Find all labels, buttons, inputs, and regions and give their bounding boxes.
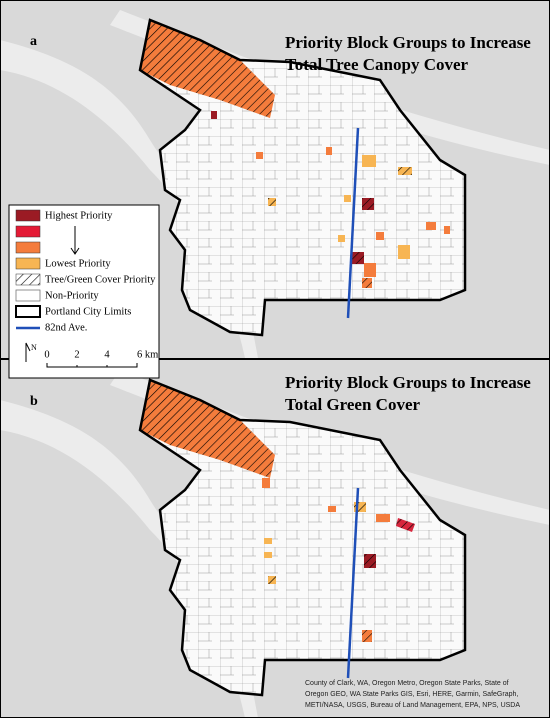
panel-b: b Priority Block Groups to Increase Tota… [0,360,550,718]
block [376,232,384,240]
legend-label: Tree/Green Cover Priority [45,274,156,285]
attribution-line: METI/NASA, USGS, Bureau of Land Manageme… [305,702,520,709]
block [328,506,336,512]
panel-label: a [30,34,37,49]
legend-label: Portland City Limits [45,306,131,317]
legend-swatch [15,305,41,318]
legend-swatch [15,241,41,254]
block [362,198,374,210]
legend-swatch [15,209,41,222]
panel-title: Priority Block Groups to Increase [285,373,531,392]
scale-bar [46,363,138,368]
block [398,245,410,259]
panel-title: Total Tree Canopy Cover [285,55,469,74]
block [354,502,366,512]
block [268,198,276,206]
priority-arrow [70,226,80,255]
panel-a: a Priority Block Groups to Increase Tota… [0,0,550,358]
block [376,514,390,522]
block [211,111,217,119]
block [362,630,372,642]
legend-label: Non-Priority [45,290,99,301]
block [268,576,276,584]
block [262,478,270,488]
avenue-line [346,487,360,679]
legend-swatch [15,289,41,302]
panel-title: Priority Block Groups to Increase [285,33,531,52]
block [444,226,450,234]
block [344,195,351,202]
legend-label: Highest Priority [45,210,113,221]
block [364,554,376,568]
attribution-line: Oregon GEO, WA State Parks GIS, Esri, HE… [305,691,518,698]
scale-label: 6 km [137,349,158,360]
attribution: County of Clark, WA, Oregon Metro, Orego… [305,680,520,709]
attribution-line: County of Clark, WA, Oregon Metro, Orego… [305,680,509,687]
block [338,235,345,242]
legend: Highest Priority Lowest Priority Tree/Gr… [8,204,160,379]
scale-label: 4 [104,349,110,360]
legend-label: 82nd Ave. [45,322,87,333]
panel-title: Total Green Cover [285,395,420,414]
block [396,518,415,532]
block [362,155,376,167]
block [352,252,364,264]
legend-swatch [15,225,41,238]
block [264,552,272,558]
block [362,278,372,288]
legend-label: Lowest Priority [45,258,111,269]
block [326,147,332,155]
block [364,263,376,277]
base-map [0,360,550,718]
block [256,152,263,159]
legend-swatch [15,273,41,286]
north-label: N [31,343,37,352]
panel-label: b [30,394,38,409]
block [426,222,436,230]
scale-label: 2 [74,349,79,360]
block [398,167,412,175]
north-arrow [25,342,31,362]
avenue-line [346,127,360,319]
legend-swatch [15,257,41,270]
block [264,538,272,544]
scale-label: 0 [44,349,49,360]
